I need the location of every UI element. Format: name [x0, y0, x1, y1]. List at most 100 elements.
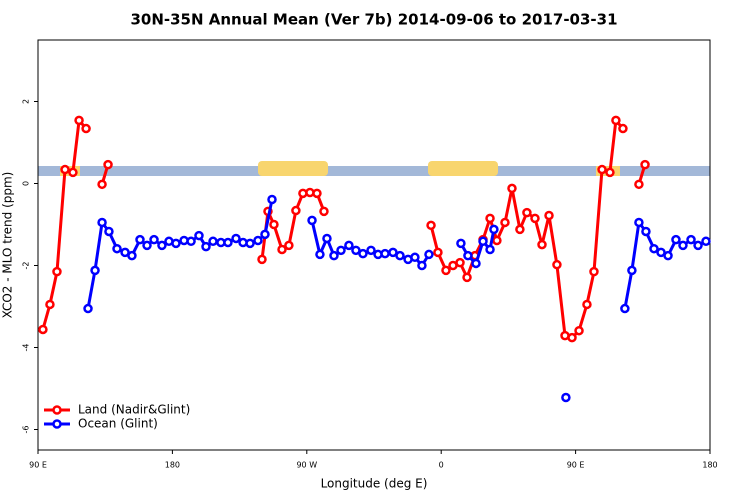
data-point [634, 217, 644, 228]
data-point [312, 188, 322, 199]
data-point [269, 219, 279, 230]
data-point [149, 234, 159, 245]
x-tick-label: 90 E [567, 461, 585, 470]
data-point [245, 238, 255, 249]
data-point [329, 250, 339, 261]
data-point [97, 179, 107, 190]
data-point [441, 265, 451, 276]
data-point [38, 324, 48, 335]
legend-label: Ocean (Glint) [78, 417, 158, 431]
data-point [380, 248, 390, 259]
data-point [127, 250, 137, 261]
data-point [97, 217, 107, 228]
data-point [68, 167, 78, 178]
y-tick-label: -4 [22, 344, 31, 352]
data-point [201, 241, 211, 252]
chart-title: 30N-35N Annual Mean (Ver 7b) 2014-09-06 … [130, 11, 617, 29]
land-strip [428, 161, 498, 176]
data-point [45, 299, 55, 310]
data-point [462, 272, 472, 283]
data-point [388, 247, 398, 258]
data-point [463, 250, 473, 261]
x-axis-label: Longitude (deg E) [321, 477, 428, 491]
data-point [478, 236, 488, 247]
data-point [60, 164, 70, 175]
data-point [589, 266, 599, 277]
data-point [567, 332, 577, 343]
data-point [492, 235, 502, 246]
data-point [537, 239, 547, 250]
data-point [701, 236, 711, 247]
data-point [351, 245, 361, 256]
data-point [366, 245, 376, 256]
data-point [208, 236, 218, 247]
data-point [253, 235, 263, 246]
y-tick-label: -2 [22, 262, 31, 270]
data-point [515, 224, 525, 235]
data-point [417, 260, 427, 271]
data-point [344, 240, 354, 251]
x-tick-label: 180 [165, 461, 180, 470]
data-point [74, 115, 84, 126]
x-tick-label: 0 [439, 461, 444, 470]
x-tick-label: 90 W [296, 461, 317, 470]
data-point [83, 303, 93, 314]
data-point [336, 245, 346, 256]
ocean-strip [38, 166, 710, 176]
data-point [291, 205, 301, 216]
data-point [649, 243, 659, 254]
y-axis-label: XCO2 - MLO trend (ppm) [1, 172, 15, 319]
data-point [663, 250, 673, 261]
data-point [358, 248, 368, 259]
data-point [284, 240, 294, 251]
data-point [627, 265, 637, 276]
y-tick-label: 2 [22, 99, 31, 104]
series-line [41, 118, 647, 340]
data-point [485, 244, 495, 255]
data-point [640, 159, 650, 170]
x-tick-label: 90 E [29, 461, 47, 470]
data-point [142, 240, 152, 251]
data-point [171, 238, 181, 249]
data-point [522, 207, 532, 218]
data-point [315, 249, 325, 260]
data-point [104, 226, 114, 237]
data-point [194, 230, 204, 241]
data-point [319, 206, 329, 217]
data-point [426, 220, 436, 231]
data-point [455, 257, 465, 268]
data-point [231, 233, 241, 244]
data-point [552, 259, 562, 270]
data-point [530, 213, 540, 224]
data-point [597, 164, 607, 175]
legend: Land (Nadir&Glint)Ocean (Glint) [44, 403, 190, 431]
legend-marker [52, 419, 62, 429]
data-point [544, 210, 554, 221]
data-point [686, 234, 696, 245]
data-point [489, 224, 499, 235]
y-tick-label: 0 [22, 181, 31, 186]
data-point [500, 217, 510, 228]
data-point [103, 159, 113, 170]
data-point [135, 234, 145, 245]
legend-label: Land (Nadir&Glint) [78, 403, 190, 417]
data-point [641, 226, 651, 237]
plot-frame [37, 39, 711, 451]
data-point [90, 265, 100, 276]
data-point [507, 183, 517, 194]
data-point [582, 299, 592, 310]
data-point [471, 258, 481, 269]
data-point [634, 179, 644, 190]
y-tick-label: -6 [22, 426, 31, 434]
data-point [678, 240, 688, 251]
data-point [605, 167, 615, 178]
data-point [671, 234, 681, 245]
data-point [656, 247, 666, 258]
data-point [267, 194, 277, 205]
data-point [52, 266, 62, 277]
data-point [277, 244, 287, 255]
data-point [257, 254, 267, 265]
data-point [424, 249, 434, 260]
